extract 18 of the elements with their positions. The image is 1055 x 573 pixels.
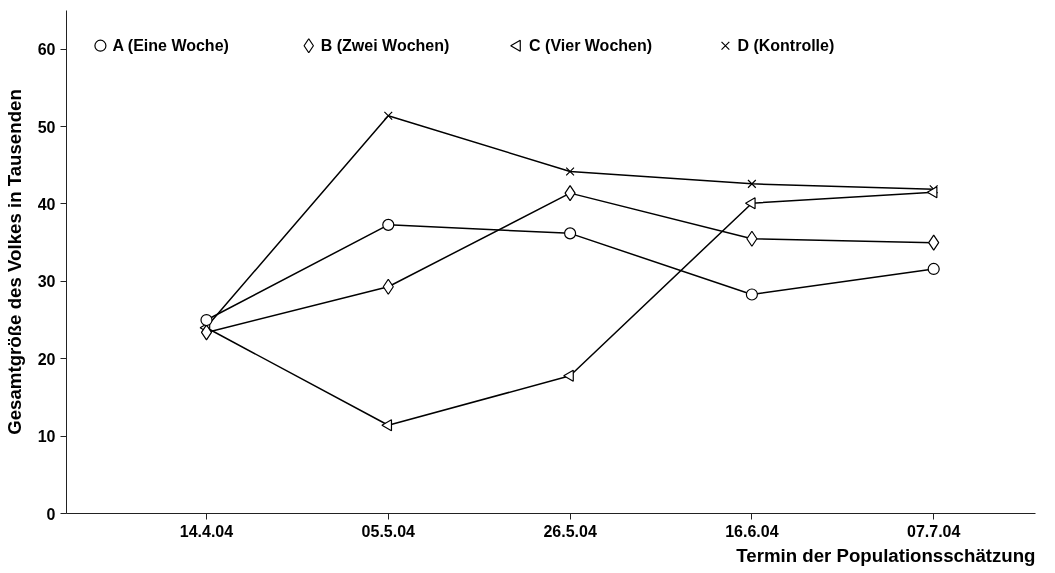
x-axis-title: Termin der Populationsschätzung	[736, 544, 1036, 566]
y-tick-label: 20	[37, 350, 56, 368]
y-tick-label: 10	[37, 428, 56, 446]
x-tick-label: 14.4.04	[179, 522, 234, 540]
x-tick-label: 05.5.04	[361, 522, 416, 540]
legend-label: C (Vier Wochen)	[529, 37, 653, 55]
y-tick-label: 60	[37, 41, 56, 59]
legend-label: D (Kontrolle)	[737, 37, 835, 55]
y-tick-label: 30	[37, 273, 56, 291]
x-tick-label: 16.6.04	[725, 522, 779, 540]
y-tick-label: 0	[46, 505, 56, 523]
x-tick-label: 26.5.04	[543, 522, 597, 540]
y-tick-label: 50	[37, 118, 56, 136]
y-tick-label: 40	[37, 195, 56, 213]
legend-label: B (Zwei Wochen)	[320, 37, 450, 55]
y-axis-title: Gesamtgröße des Volkes in Tausenden	[3, 89, 25, 435]
legend-label: A (Eine Woche)	[112, 37, 229, 55]
x-tick-label: 07.7.04	[907, 522, 961, 540]
